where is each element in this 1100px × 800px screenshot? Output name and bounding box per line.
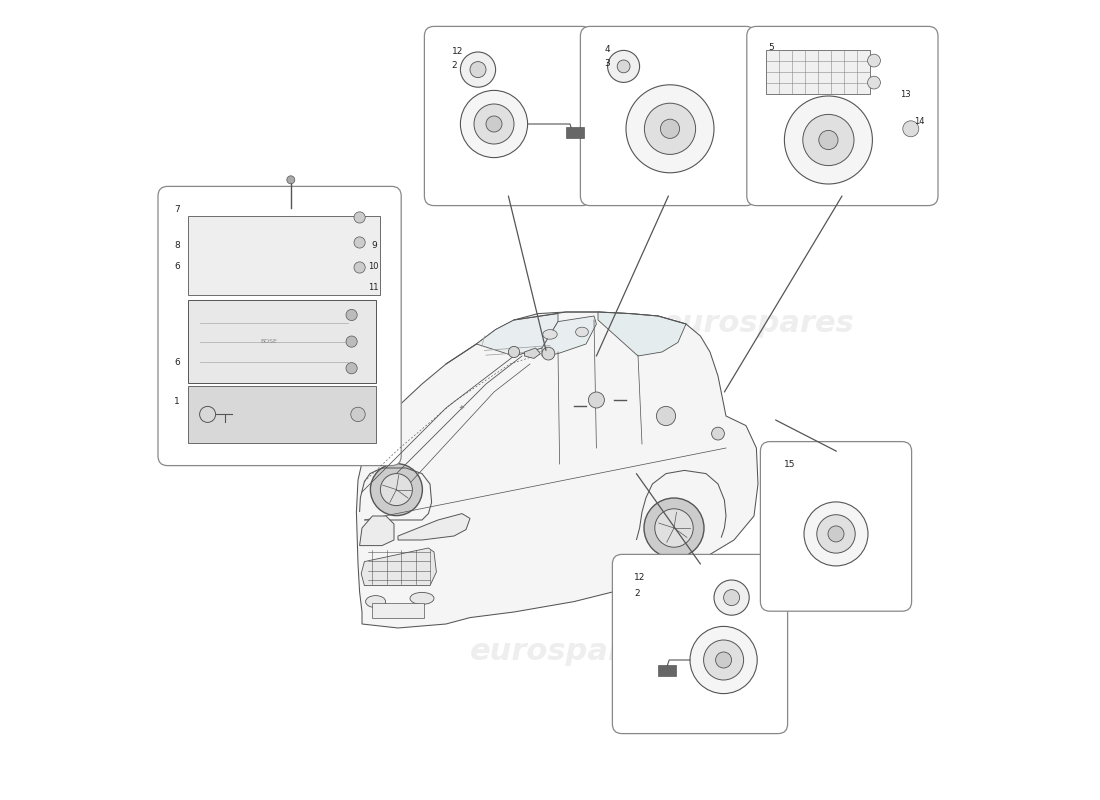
Circle shape — [712, 427, 725, 440]
Circle shape — [508, 346, 519, 358]
Text: 12: 12 — [452, 46, 463, 55]
Ellipse shape — [381, 474, 412, 506]
Circle shape — [470, 62, 486, 78]
FancyBboxPatch shape — [581, 26, 756, 206]
Circle shape — [803, 114, 854, 166]
Polygon shape — [476, 314, 558, 356]
Text: eurospares: eurospares — [189, 310, 383, 338]
FancyBboxPatch shape — [425, 26, 592, 206]
Circle shape — [354, 212, 365, 223]
Circle shape — [714, 580, 749, 615]
Circle shape — [828, 526, 844, 542]
Text: 8: 8 — [174, 241, 179, 250]
Ellipse shape — [644, 498, 704, 558]
Text: 6: 6 — [174, 358, 179, 367]
Bar — [566, 127, 584, 138]
Circle shape — [817, 514, 855, 553]
Text: 6: 6 — [174, 262, 179, 270]
Text: 3: 3 — [604, 59, 611, 68]
Circle shape — [868, 54, 880, 67]
FancyBboxPatch shape — [158, 186, 402, 466]
Circle shape — [868, 76, 880, 89]
Bar — [188, 300, 375, 383]
Ellipse shape — [410, 592, 435, 605]
Circle shape — [474, 104, 514, 144]
Bar — [766, 50, 870, 94]
Circle shape — [486, 116, 502, 132]
Ellipse shape — [365, 595, 386, 608]
Circle shape — [804, 502, 868, 566]
Text: 5: 5 — [769, 43, 774, 53]
Circle shape — [716, 652, 732, 668]
Ellipse shape — [371, 463, 422, 515]
Polygon shape — [360, 516, 394, 546]
Text: 1: 1 — [174, 397, 179, 406]
Circle shape — [346, 362, 358, 374]
Bar — [373, 603, 425, 618]
Circle shape — [346, 336, 358, 347]
FancyBboxPatch shape — [613, 554, 788, 734]
Circle shape — [617, 60, 630, 73]
Text: ✦: ✦ — [459, 405, 465, 411]
Text: eurospares: eurospares — [470, 466, 662, 494]
Text: 10: 10 — [367, 262, 378, 270]
Polygon shape — [525, 348, 540, 358]
Circle shape — [903, 121, 918, 137]
Ellipse shape — [654, 509, 693, 547]
Circle shape — [724, 590, 739, 606]
Circle shape — [704, 640, 744, 680]
FancyBboxPatch shape — [760, 442, 912, 611]
Polygon shape — [542, 316, 596, 356]
Circle shape — [354, 237, 365, 248]
Text: eurospares: eurospares — [661, 310, 855, 338]
Circle shape — [818, 130, 838, 150]
Text: 2: 2 — [634, 589, 639, 598]
Polygon shape — [361, 548, 437, 586]
Circle shape — [287, 176, 295, 184]
Circle shape — [346, 310, 358, 321]
Text: 12: 12 — [634, 573, 646, 582]
Circle shape — [354, 262, 365, 273]
Circle shape — [645, 103, 695, 154]
FancyBboxPatch shape — [747, 26, 938, 206]
Circle shape — [657, 406, 675, 426]
Text: 7: 7 — [174, 205, 179, 214]
Text: 11: 11 — [367, 282, 378, 291]
Text: 9: 9 — [372, 241, 377, 250]
Text: 14: 14 — [914, 117, 924, 126]
Polygon shape — [356, 312, 758, 628]
Circle shape — [461, 52, 496, 87]
Ellipse shape — [575, 327, 589, 337]
Circle shape — [542, 347, 554, 360]
Bar — [188, 216, 380, 295]
Text: 2: 2 — [452, 61, 458, 70]
Circle shape — [660, 119, 680, 138]
Circle shape — [607, 50, 639, 82]
Text: eurospares: eurospares — [470, 638, 662, 666]
Polygon shape — [398, 514, 470, 540]
Circle shape — [690, 626, 757, 694]
Text: 15: 15 — [784, 460, 796, 469]
Circle shape — [626, 85, 714, 173]
Polygon shape — [598, 312, 686, 356]
Text: BOSE: BOSE — [260, 339, 277, 344]
Circle shape — [461, 90, 528, 158]
Bar — [188, 386, 375, 443]
Circle shape — [351, 407, 365, 422]
Text: 13: 13 — [901, 90, 911, 98]
Bar — [658, 665, 675, 676]
Circle shape — [588, 392, 604, 408]
Ellipse shape — [542, 330, 558, 339]
Text: 4: 4 — [604, 45, 611, 54]
Circle shape — [784, 96, 872, 184]
